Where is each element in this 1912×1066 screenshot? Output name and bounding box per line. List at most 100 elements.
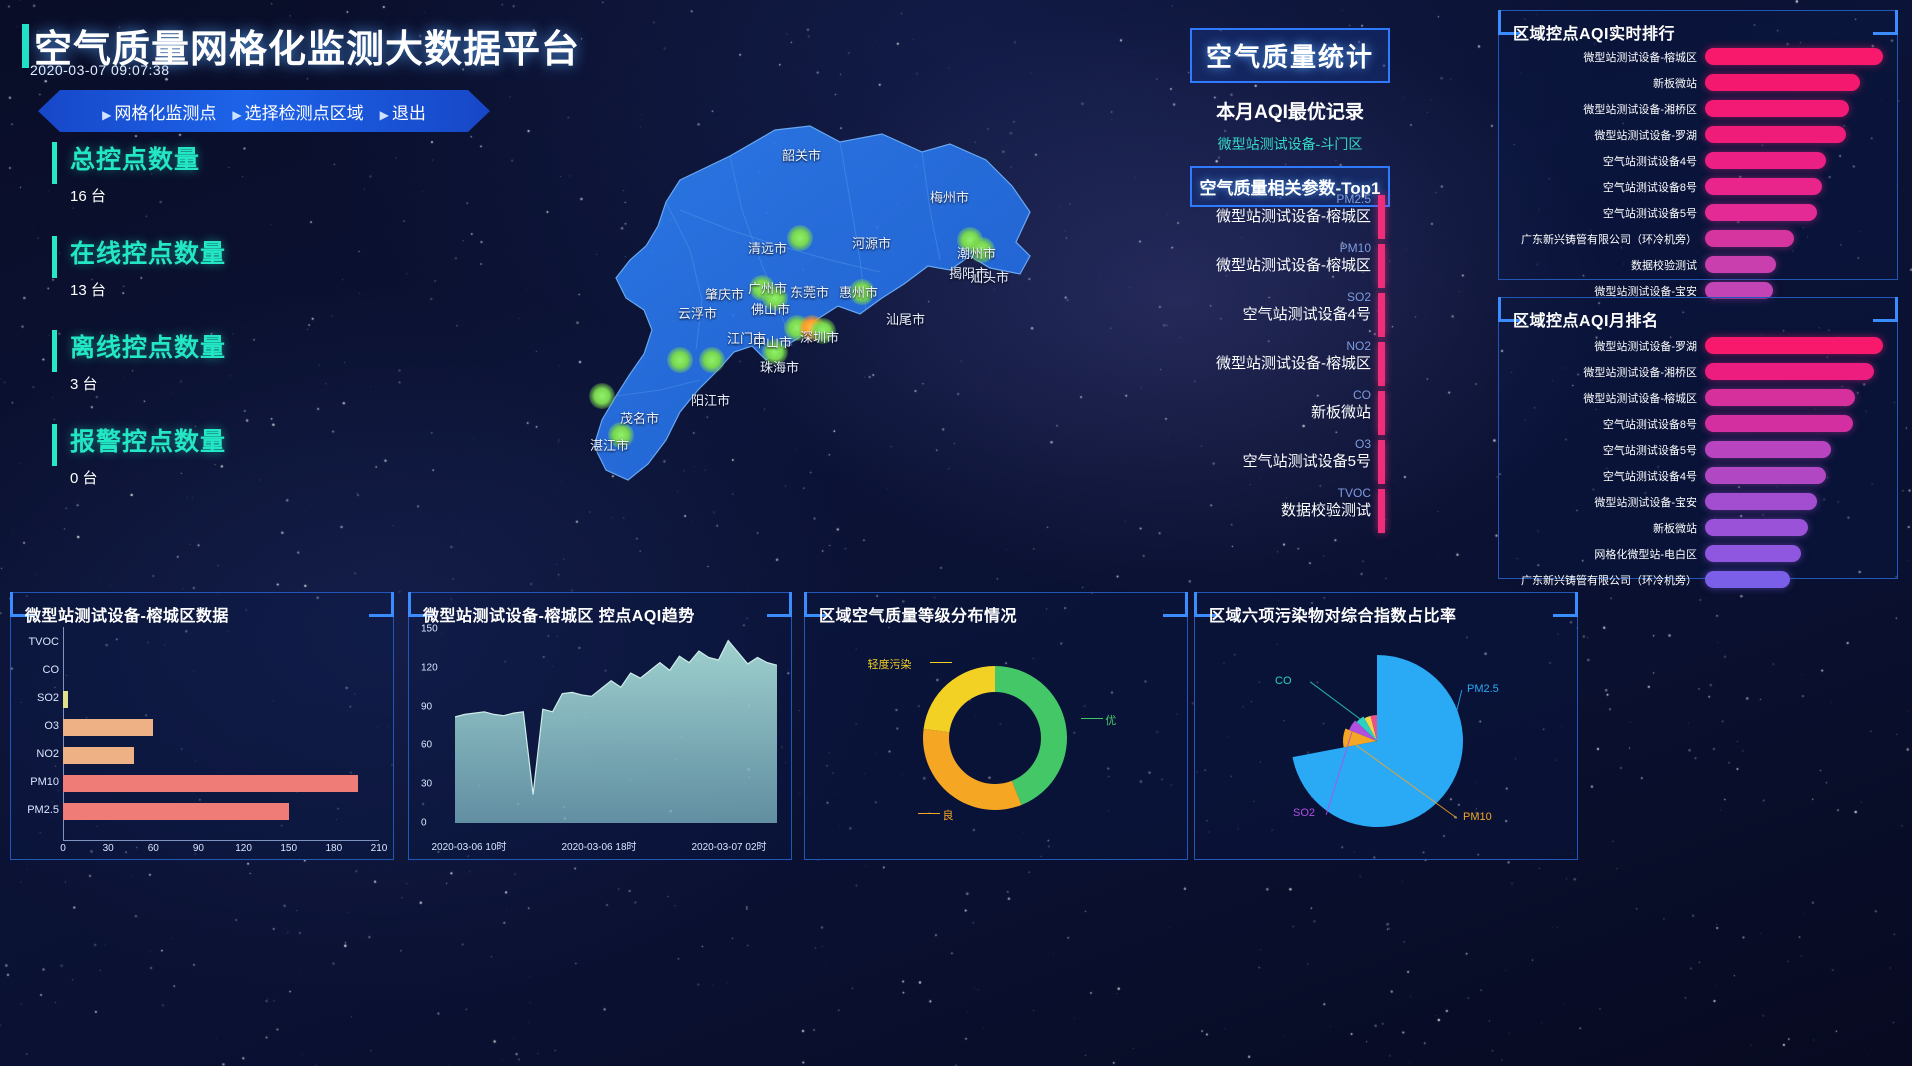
donut-leader-line: [1081, 717, 1104, 719]
map-city-label: 深圳市: [800, 330, 840, 345]
map-city-label: 中山市: [753, 335, 793, 350]
pie-slice-label: CO: [1275, 675, 1292, 687]
rank-bar: [1705, 571, 1791, 588]
rank-bar-track: [1705, 545, 1883, 562]
map-monitor-point[interactable]: [589, 383, 615, 409]
nav-item-1[interactable]: ▶ 选择检测点区域: [232, 99, 363, 124]
aqi-param-name: NO2: [1346, 339, 1371, 353]
nav-item-label: 选择检测点区域: [244, 103, 364, 123]
nav-item-2[interactable]: ▶ 退出: [380, 99, 426, 124]
stat-label: 在线控点数量: [70, 240, 227, 268]
month-rank-row[interactable]: 微型站测试设备-宝安: [1509, 490, 1883, 513]
month-rank-row[interactable]: 网格化微型站-电白区: [1509, 542, 1883, 565]
map-city-label: 潮州市: [957, 246, 997, 261]
rank-bar-track: [1705, 74, 1883, 91]
month-rank-row[interactable]: 微型站测试设备-罗湖: [1509, 334, 1883, 357]
aqi-parameter-list: PM2.5 微型站测试设备-榕城区 PM10 微型站测试设备-榕城区 SO2 空气站测试设…: [1190, 192, 1385, 535]
map-city-label: 梅州市: [930, 190, 970, 205]
map-monitor-point[interactable]: [849, 279, 875, 305]
aqi-param-row: SO2 空气站测试设备4号: [1190, 290, 1385, 339]
realtime-rank-row[interactable]: 微型站测试设备-榕城区: [1509, 45, 1883, 68]
rank-bar: [1705, 545, 1802, 562]
donut-slice-label: 优: [1105, 714, 1117, 727]
realtime-rank-row[interactable]: 广东新兴铸管有限公司（环冷机旁）: [1509, 227, 1883, 250]
donut-chart-plot: 优良 轻度污染: [805, 623, 1187, 859]
map-city-label: 佛山市: [751, 302, 791, 317]
nav-item-0[interactable]: ▶ 网格化监测点: [102, 99, 216, 124]
map-monitor-point[interactable]: [810, 318, 836, 344]
month-rank-row[interactable]: 新板微站: [1509, 516, 1883, 539]
pie-chart-plot: PM2.5 PM10 SO2 CO: [1195, 623, 1577, 859]
trend-y-tick-label: 0: [421, 817, 427, 829]
map-city-label: 江门市: [727, 331, 767, 346]
nav-background-shape: [38, 90, 490, 132]
rank-bar-track: [1705, 441, 1883, 458]
bar-chart-plot: TVOC CO SO2 O3 NO2 PM10 PM2.5: [27, 629, 379, 825]
guangdong-map[interactable]: 韶关市 梅州市 清远市 河源市 潮州市 揭阳市 汕头市 肇庆市 广州市 东莞市 惠州市 云浮市 佛山市汕…: [430, 60, 1130, 580]
bar-chart-title: 微型站测试设备-榕城区数据: [25, 608, 229, 625]
pie-slice-label: PM2.5: [1467, 683, 1499, 695]
rank-label: 新板微站: [1653, 522, 1697, 535]
bar-value: [63, 719, 154, 736]
datetime-display: 2020-03-07 09:07:38: [30, 62, 170, 78]
pie-chart-title: 区域六项污染物对综合指数占比率: [1209, 608, 1457, 625]
aqi-param-name: O3: [1354, 437, 1371, 451]
nav-arrow-icon: ▶: [379, 107, 389, 122]
realtime-rank-row[interactable]: 数据校验测试: [1509, 253, 1883, 276]
rank-label: 新板微站: [1653, 77, 1697, 90]
rank-label: 微型站测试设备-罗湖: [1594, 340, 1697, 353]
map-monitor-point[interactable]: [608, 422, 634, 448]
map-city-label: 东莞市: [790, 285, 830, 300]
rank-bar: [1705, 126, 1846, 143]
aqi-top1-title: 空气质量相关参数-Top1: [1190, 166, 1390, 207]
rank-bar: [1705, 204, 1818, 221]
bar-x-tick-label: 60: [147, 843, 159, 854]
rank-bar: [1705, 152, 1827, 169]
month-rank-row[interactable]: 广东新兴铸管有限公司（环冷机旁）: [1509, 568, 1883, 591]
month-rank-row[interactable]: 微型站测试设备-榕城区: [1509, 386, 1883, 409]
month-rank-row[interactable]: 空气站测试设备5号: [1509, 438, 1883, 461]
realtime-rank-row[interactable]: 微型站测试设备-湘桥区: [1509, 97, 1883, 120]
map-city-label: 汕头市: [970, 270, 1010, 285]
aqi-param-row: O3 空气站测试设备5号: [1190, 437, 1385, 486]
rank-bar-track: [1705, 126, 1883, 143]
trend-y-tick-label: 150: [421, 623, 438, 635]
realtime-rank-row[interactable]: 空气站测试设备4号: [1509, 149, 1883, 172]
bar-value: [63, 775, 358, 792]
aqi-param-station: 空气站测试设备4号: [1242, 306, 1371, 323]
bar-x-tick-label: 120: [235, 843, 252, 854]
map-monitor-point[interactable]: [699, 347, 725, 373]
stat-label: 报警控点数量: [70, 428, 227, 456]
realtime-rank-panel: 区域控点AQI实时排行 微型站测试设备-榕城区 新板微站 微型站测试设备-湘桥区 微型…: [1498, 10, 1898, 299]
stats-panel: 总控点数量 16 台在线控点数量 13 台离线控点数量 3 台报警控点数量 0 台: [52, 140, 352, 516]
map-monitor-point[interactable]: [762, 285, 788, 311]
rank-label: 空气站测试设备4号: [1602, 155, 1697, 168]
map-city-label: 韶关市: [782, 148, 822, 163]
bar-x-axis: [63, 840, 379, 841]
aqi-param-name: TVOC: [1337, 486, 1371, 500]
month-rank-row[interactable]: 微型站测试设备-湘桥区: [1509, 360, 1883, 383]
stat-card-3: 报警控点数量 0 台: [52, 422, 352, 488]
aqi-trend-panel: 微型站测试设备-榕城区 控点AQI趋势 0 30 60 90 120 150 2020-0…: [408, 592, 792, 860]
month-rank-row[interactable]: 空气站测试设备4号: [1509, 464, 1883, 487]
rank-bar-track: [1705, 282, 1883, 299]
realtime-rank-row[interactable]: 微型站测试设备-宝安: [1509, 279, 1883, 302]
bar-x-tick-label: 90: [192, 843, 204, 854]
map-monitor-point[interactable]: [969, 237, 995, 263]
map-monitor-point[interactable]: [762, 339, 788, 365]
rank-bar-track: [1705, 256, 1883, 273]
aqi-param-station: 数据校验测试: [1280, 502, 1371, 519]
realtime-rank-row[interactable]: 新板微站: [1509, 71, 1883, 94]
rank-bar-track: [1705, 178, 1883, 195]
map-city-label: 汕尾市: [886, 312, 926, 327]
realtime-rank-row[interactable]: 空气站测试设备8号: [1509, 175, 1883, 198]
map-monitor-point[interactable]: [787, 225, 813, 251]
bar-x-tick-label: 0: [60, 843, 66, 854]
realtime-rank-row[interactable]: 空气站测试设备5号: [1509, 201, 1883, 224]
aqi-stats-box: 空气质量统计 本月AQI最优记录 微型站测试设备-斗门区 空气质量相关参数-To…: [1190, 28, 1390, 207]
realtime-rank-row[interactable]: 微型站测试设备-罗湖: [1509, 123, 1883, 146]
map-monitor-point[interactable]: [667, 347, 693, 373]
month-rank-row[interactable]: 空气站测试设备8号: [1509, 412, 1883, 435]
rank-bar: [1705, 256, 1777, 273]
rank-bar-track: [1705, 337, 1883, 354]
